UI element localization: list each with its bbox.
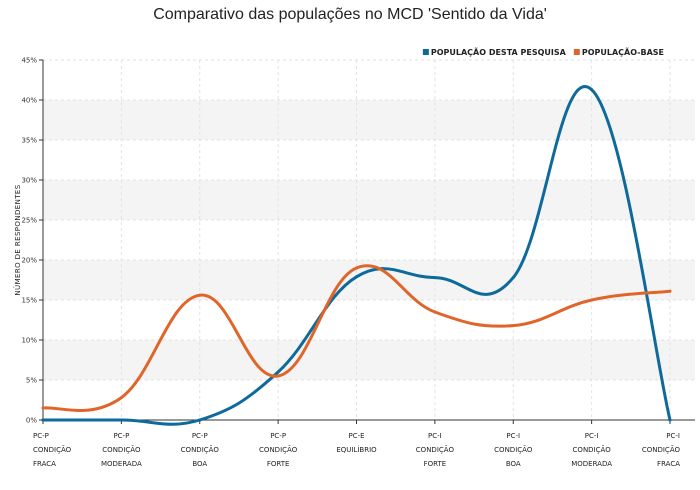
y-tick-label: 5%: [26, 377, 37, 385]
data-point-series-1: [511, 276, 515, 280]
data-point-series-1: [119, 418, 123, 422]
y-tick-label: 10%: [21, 337, 37, 345]
y-tick-label: 0%: [26, 417, 37, 425]
y-tick-label: 30%: [21, 177, 37, 185]
y-axis-label: NÚMERO DE RESPONDENTES: [13, 184, 22, 295]
grid-band: [43, 100, 695, 140]
x-tick-label: EQUILÍBRIO: [336, 445, 377, 454]
data-point-series-2: [590, 298, 594, 302]
x-tick-label: MODERADA: [101, 460, 142, 468]
legend-label-1: POPULAÇÃO DESTA PESQUISA: [431, 47, 567, 57]
data-point-series-2: [355, 266, 358, 270]
x-tick-label: PC-I: [506, 432, 520, 440]
series-line-1: [41, 85, 672, 426]
grid-band: [43, 180, 695, 220]
data-point-series-2: [198, 293, 202, 297]
x-tick-label: BOA: [506, 460, 521, 468]
data-point-series-1: [433, 276, 437, 280]
x-tick-label: FORTE: [267, 460, 290, 468]
y-tick-label: 35%: [21, 137, 37, 145]
data-point-series-1: [590, 88, 594, 92]
legend-swatch-1: [422, 49, 429, 55]
x-tick-label: CONDIÇÃO: [33, 445, 72, 454]
data-point-series-1: [355, 275, 358, 279]
y-tick-label: 20%: [21, 257, 37, 265]
legend-swatch-2: [573, 49, 580, 55]
x-tick-label: FRACA: [657, 460, 680, 468]
x-tick-label: CONDIÇÃO: [102, 445, 141, 454]
x-tick-label: PC-P: [270, 432, 286, 440]
legend-label-2: POPULAÇÃO-BASE: [582, 47, 664, 57]
series-line-2: [41, 264, 672, 412]
x-tick-label: CONDIÇÃO: [181, 445, 220, 454]
x-tick-label: PC-I: [666, 432, 680, 440]
data-point-series-2: [119, 396, 123, 400]
data-point-series-2: [511, 324, 515, 328]
x-tick-label: CONDIÇÃO: [494, 445, 533, 454]
x-tick-label: CONDIÇÃO: [259, 445, 298, 454]
x-tick-label: FRACA: [33, 460, 56, 468]
data-point-series-2: [41, 406, 45, 410]
x-tick-label: PC-E: [348, 432, 364, 440]
x-tick-label: PC-P: [192, 432, 208, 440]
y-tick-label: 45%: [21, 57, 37, 65]
grid-band: [43, 340, 695, 380]
x-tick-label: CONDIÇÃO: [416, 445, 455, 454]
data-point-series-1: [41, 418, 45, 422]
data-point-series-2: [433, 310, 437, 314]
y-tick-label: 40%: [21, 97, 37, 105]
x-tick-label: CONDIÇÃO: [642, 445, 681, 454]
y-tick-label: 25%: [21, 217, 37, 225]
x-tick-label: PC-P: [33, 432, 49, 440]
data-point-series-2: [668, 289, 672, 293]
data-point-series-1: [276, 370, 280, 374]
x-tick-label: MODERADA: [571, 460, 612, 468]
data-point-series-1: [668, 418, 672, 422]
x-tick-label: FORTE: [424, 460, 447, 468]
x-tick-label: CONDIÇÃO: [573, 445, 612, 454]
data-point-series-2: [276, 374, 280, 378]
x-tick-label: PC-I: [428, 432, 442, 440]
x-tick-label: PC-I: [585, 432, 599, 440]
chart-title: Comparativo das populações no MCD 'Senti…: [153, 6, 547, 23]
data-point-series-1: [198, 418, 202, 422]
x-tick-label: BOA: [192, 460, 207, 468]
y-tick-label: 15%: [21, 297, 37, 305]
x-tick-label: PC-P: [113, 432, 129, 440]
